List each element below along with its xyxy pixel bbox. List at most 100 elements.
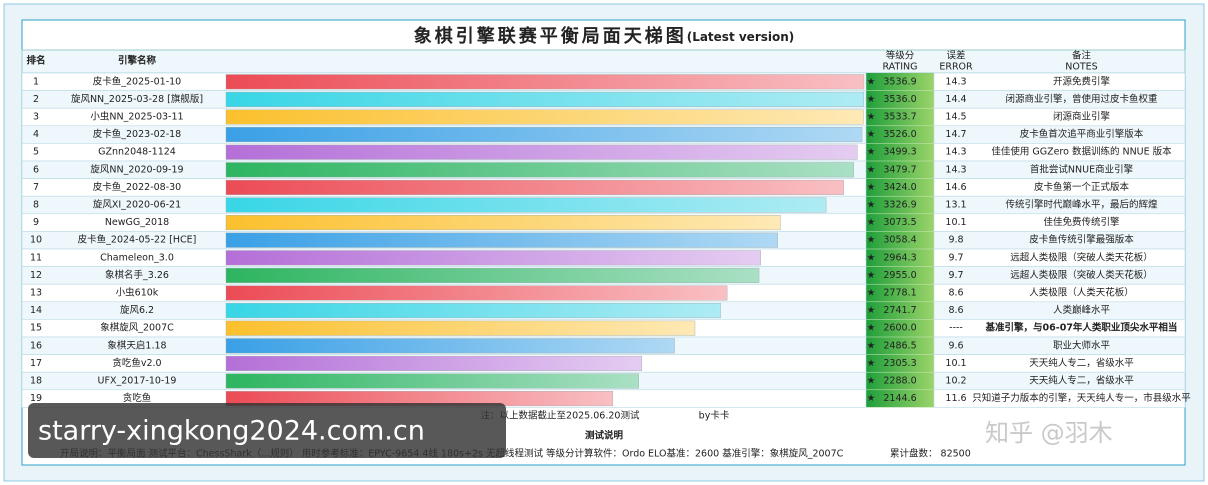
rating-bar bbox=[225, 215, 781, 231]
error: 14.6 bbox=[945, 182, 966, 193]
header-name: 引擎名称 bbox=[118, 55, 157, 67]
engine-name: 象棋天启1.18 bbox=[107, 339, 166, 351]
rank: 4 bbox=[33, 129, 39, 140]
rating-bar bbox=[225, 250, 761, 266]
rating-label: 2964.3 bbox=[883, 252, 916, 263]
star: ★ bbox=[867, 235, 876, 246]
rating-bar bbox=[225, 109, 864, 125]
note: 闭源商业引擎 bbox=[1053, 111, 1111, 123]
engine-name: 皮卡鱼_2025-01-10 bbox=[93, 75, 181, 87]
rank: 10 bbox=[30, 235, 42, 246]
rank: 13 bbox=[30, 288, 42, 299]
header-rank: 排名 bbox=[26, 55, 45, 67]
header-rating-en: RATING bbox=[882, 62, 917, 73]
engine-name: 旋风NN_2025-03-28 [旗舰版] bbox=[71, 93, 203, 105]
error: 9.7 bbox=[948, 270, 963, 281]
star: ★ bbox=[867, 94, 876, 105]
rating-label: 3536.9 bbox=[883, 76, 916, 87]
star: ★ bbox=[867, 217, 876, 228]
rating-label: 3424.0 bbox=[883, 182, 916, 193]
error: 10.1 bbox=[945, 358, 966, 369]
engine-name: 贪吃鱼 bbox=[123, 392, 152, 404]
rating-bar bbox=[225, 373, 639, 389]
error: 8.6 bbox=[948, 305, 963, 316]
rating-label: 2288.0 bbox=[883, 376, 916, 387]
header-notes-en: NOTES bbox=[1065, 62, 1097, 73]
chart-title: 象棋引擎联赛平衡局面天梯图(Latest version) bbox=[414, 25, 795, 47]
rating-label: 3073.5 bbox=[883, 217, 916, 228]
engine-name: GZnn2048-1124 bbox=[98, 147, 176, 158]
star: ★ bbox=[867, 323, 876, 334]
rank: 18 bbox=[30, 376, 42, 387]
footer-author: by卡卡 bbox=[699, 410, 730, 422]
engine-name: 象棋名手_3.26 bbox=[105, 269, 169, 281]
note: 天天纯人专二，省级水平 bbox=[1029, 357, 1134, 369]
rank: 9 bbox=[33, 217, 39, 228]
error: 14.5 bbox=[945, 112, 966, 123]
star: ★ bbox=[867, 305, 876, 316]
note: 传统引擎时代巅峰水平，最后的辉煌 bbox=[1005, 199, 1158, 211]
rating-bar bbox=[225, 197, 827, 213]
rating-bar bbox=[225, 303, 721, 319]
rank: 17 bbox=[30, 358, 42, 369]
engine-name: 象棋旋风_2007C bbox=[100, 322, 174, 334]
rank: 12 bbox=[30, 270, 42, 281]
rating-label: 3533.7 bbox=[883, 112, 916, 123]
star: ★ bbox=[867, 288, 876, 299]
rating-label: 3326.9 bbox=[883, 200, 916, 211]
engine-name: 旋风NN_2020-09-19 bbox=[90, 163, 183, 175]
note: 人类极限（人类天花板） bbox=[1029, 287, 1134, 299]
star: ★ bbox=[867, 252, 876, 263]
engine-name: Chameleon_3.0 bbox=[100, 252, 174, 263]
rating-bar bbox=[225, 285, 728, 301]
star: ★ bbox=[867, 182, 876, 193]
rank: 16 bbox=[30, 340, 42, 351]
rating-bar bbox=[225, 355, 643, 371]
title-suffix: (Latest version) bbox=[687, 30, 795, 44]
engine-name: NewGG_2018 bbox=[105, 217, 169, 228]
footer-games: 累计盘数： 82500 bbox=[890, 448, 971, 460]
star: ★ bbox=[867, 129, 876, 140]
note: 闭源商业引擎，曾使用过皮卡鱼权重 bbox=[1005, 93, 1158, 105]
error: 14.4 bbox=[945, 94, 966, 105]
error: 8.6 bbox=[948, 288, 963, 299]
row-bg bbox=[933, 389, 1186, 408]
note: 开源免费引擎 bbox=[1053, 75, 1111, 87]
footer-section: 测试说明 bbox=[585, 430, 624, 442]
watermark: 知乎 @羽木 bbox=[985, 419, 1113, 447]
rating-bar bbox=[225, 144, 858, 160]
error: 10.2 bbox=[945, 376, 966, 387]
rating-label: 2955.0 bbox=[883, 270, 916, 281]
rating-column bbox=[866, 73, 934, 408]
rank: 3 bbox=[33, 112, 39, 123]
watermark-box bbox=[28, 403, 506, 458]
star: ★ bbox=[867, 147, 876, 158]
error: 14.3 bbox=[945, 147, 966, 158]
rating-label: 3536.0 bbox=[883, 94, 916, 105]
note: 皮卡鱼传统引擎最强版本 bbox=[1029, 234, 1134, 246]
rating-label: 2778.1 bbox=[883, 288, 916, 299]
note: 只知道子力版本的引擎，天天纯人专一，市县级水平 bbox=[972, 392, 1191, 404]
error: 14.3 bbox=[945, 76, 966, 87]
error: 9.6 bbox=[948, 340, 963, 351]
error: 9.7 bbox=[948, 252, 963, 263]
note: 皮卡鱼第一个正式版本 bbox=[1034, 181, 1130, 193]
error: 11.6 bbox=[945, 393, 966, 404]
rank: 1 bbox=[33, 76, 39, 87]
note: 皮卡鱼首次追平商业引擎版本 bbox=[1020, 128, 1144, 140]
error: 9.8 bbox=[948, 235, 963, 246]
note: 佳佳使用 GGZero 数据训练的 NNUE 版本 bbox=[991, 146, 1172, 158]
error: 13.1 bbox=[945, 200, 966, 211]
rating-label: 3058.4 bbox=[883, 235, 916, 246]
watermark: starry-xingkong2024.com.cn bbox=[38, 416, 425, 447]
rating-label: 2741.7 bbox=[883, 305, 916, 316]
rating-bar bbox=[225, 320, 696, 336]
rank: 2 bbox=[33, 94, 39, 105]
engine-name: 旋风6.2 bbox=[120, 304, 154, 316]
header-rating: 等级分 bbox=[886, 50, 915, 62]
note: 远超人类极限（突破人类天花板） bbox=[1010, 251, 1153, 263]
header-row bbox=[21, 49, 1186, 74]
rank: 19 bbox=[30, 393, 42, 404]
note: 人类巅峰水平 bbox=[1053, 304, 1111, 316]
rating-label: 2144.6 bbox=[883, 393, 916, 404]
